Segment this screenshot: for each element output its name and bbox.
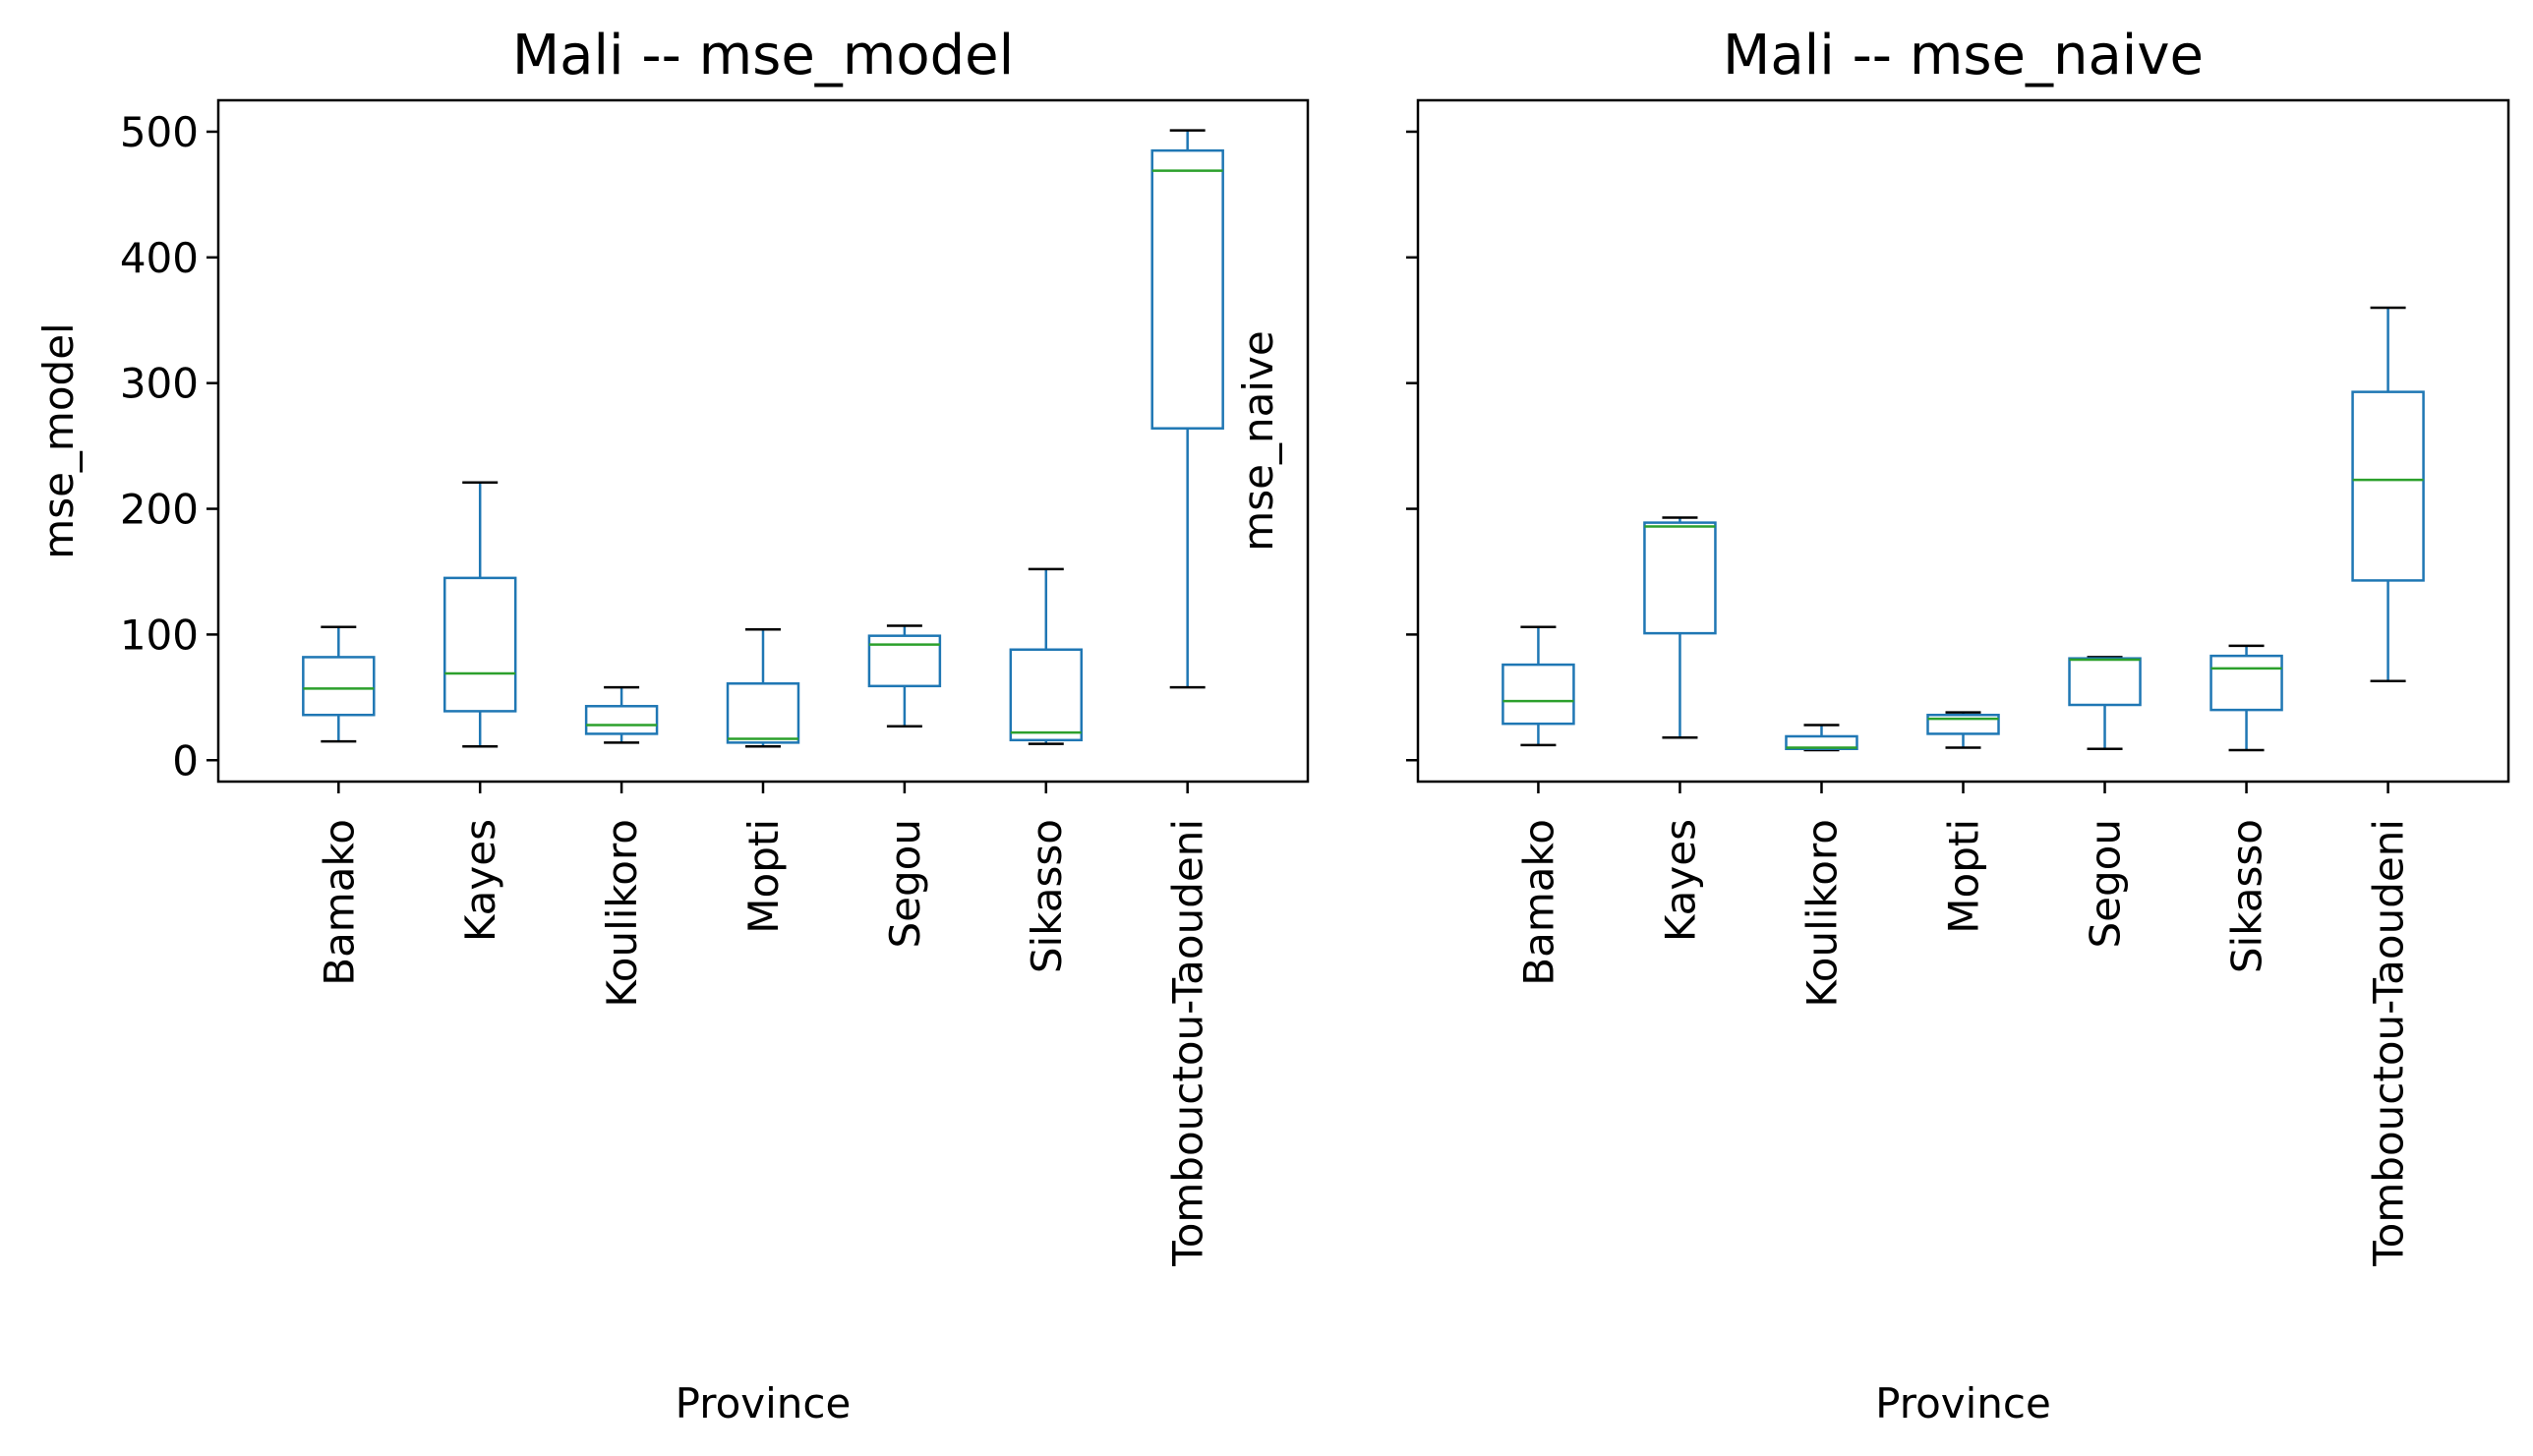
chart-panel-mse-naive: Mali -- mse_naive Province mse_naive Bam…: [1234, 24, 2510, 1427]
x-tick-label: Segou: [2082, 819, 2130, 948]
y-tick-label: 100: [120, 611, 199, 659]
box-koulikoro: [584, 685, 659, 744]
y-tick-label: 0: [172, 736, 199, 785]
iqr-box: [1785, 734, 1858, 751]
y-tick-label: 500: [120, 108, 199, 156]
box-sikasso: [2209, 644, 2283, 752]
iqr-box: [2351, 390, 2425, 582]
box-segou: [2068, 656, 2142, 751]
y-tick-label: 300: [120, 360, 199, 408]
box-koulikoro: [1785, 724, 1858, 752]
x-tick-label: Koulikoro: [598, 819, 646, 1008]
iqr-box: [2209, 654, 2283, 712]
plot-marks: Bamako Kayes Koulikoro Mopti Segou Sikasso Tom…: [1406, 130, 2425, 1267]
x-tick-label: Tombouctou-Taoudeni: [1164, 819, 1212, 1267]
chart-panel-mse-model: Mali -- mse_model Province mse_model 0 10…: [34, 24, 1310, 1427]
plot-frame: [1416, 98, 2510, 784]
box-kayes: [442, 481, 517, 748]
iqr-box: [442, 576, 517, 713]
x-tick-label: Tombouctou-Taoudeni: [2365, 819, 2413, 1267]
chart-title: Mali -- mse_model: [512, 24, 1014, 87]
iqr-box: [1502, 663, 1575, 726]
x-tick-label: Koulikoro: [1797, 819, 1846, 1008]
x-tick-label: Bamako: [315, 819, 363, 986]
box-tombouctou-taoudeni: [2351, 306, 2425, 682]
box-kayes: [1643, 516, 1717, 739]
x-tick-label: Kayes: [456, 819, 504, 942]
y-axis-label: mse_model: [34, 322, 83, 558]
box-bamako: [302, 625, 376, 743]
y-axis-label: mse_naive: [1234, 330, 1282, 551]
x-tick-label: Mopti: [739, 819, 788, 934]
box-mopti: [726, 628, 800, 748]
iqr-box: [1150, 148, 1224, 430]
x-tick-label: Sikasso: [2223, 819, 2271, 973]
plot-marks: 0 100 200 300 400 500 Bamako Kayes Koulikoro Mopt…: [120, 108, 1224, 1267]
x-tick-label: Kayes: [1656, 819, 1704, 942]
iqr-box: [302, 656, 376, 717]
box-sikasso: [1009, 567, 1084, 745]
plot-frame: [216, 98, 1310, 784]
box-segou: [867, 624, 942, 728]
box-tombouctou-taoudeni: [1150, 129, 1224, 689]
x-tick-label: Sikasso: [1023, 819, 1071, 973]
x-axis-label: Province: [676, 1379, 852, 1427]
iqr-box: [1643, 521, 1717, 635]
chart-title: Mali -- mse_naive: [1723, 24, 2204, 87]
x-tick-label: Bamako: [1514, 819, 1562, 986]
iqr-box: [867, 634, 942, 688]
iqr-box: [584, 705, 659, 735]
iqr-box: [1009, 648, 1084, 742]
x-tick-label: Segou: [881, 819, 929, 948]
y-tick-label: 200: [120, 486, 199, 534]
x-tick-label: Mopti: [1940, 819, 1988, 934]
y-tick-label: 400: [120, 234, 199, 282]
iqr-box: [2068, 657, 2142, 707]
box-bamako: [1502, 625, 1575, 747]
x-axis-label: Province: [1875, 1379, 2051, 1427]
iqr-box: [726, 682, 800, 744]
box-mopti: [1926, 711, 2000, 749]
iqr-box: [1926, 713, 2000, 735]
